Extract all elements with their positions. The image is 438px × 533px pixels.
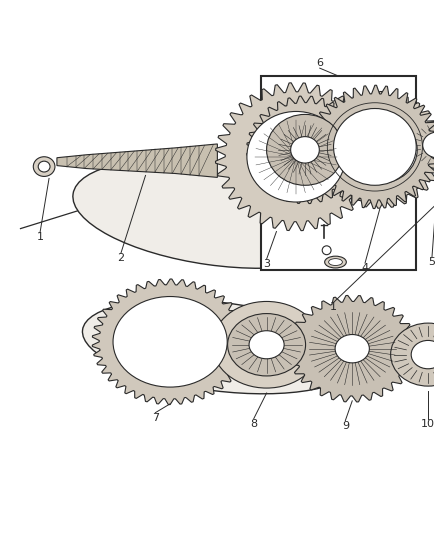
Ellipse shape — [249, 330, 284, 359]
Circle shape — [322, 246, 331, 255]
Ellipse shape — [113, 296, 227, 387]
Text: 8: 8 — [250, 418, 258, 429]
Polygon shape — [416, 136, 438, 164]
Text: 1: 1 — [330, 302, 337, 312]
Ellipse shape — [411, 341, 438, 369]
Bar — [261, 76, 416, 270]
Text: 7: 7 — [152, 413, 159, 423]
Ellipse shape — [328, 259, 343, 265]
Polygon shape — [288, 295, 417, 402]
Text: 6: 6 — [316, 58, 323, 68]
Text: 4: 4 — [361, 263, 369, 273]
Text: 1: 1 — [37, 231, 44, 241]
Ellipse shape — [212, 302, 321, 388]
Ellipse shape — [33, 157, 55, 176]
Polygon shape — [57, 144, 217, 177]
Text: 5: 5 — [428, 257, 435, 267]
Ellipse shape — [291, 136, 319, 163]
Ellipse shape — [335, 335, 369, 363]
Polygon shape — [215, 83, 377, 231]
Text: 9: 9 — [342, 421, 349, 431]
Text: 3: 3 — [263, 259, 270, 269]
Text: 2: 2 — [117, 253, 124, 263]
Ellipse shape — [325, 256, 346, 268]
Ellipse shape — [267, 115, 343, 185]
Ellipse shape — [343, 116, 417, 183]
Ellipse shape — [423, 132, 438, 158]
Ellipse shape — [38, 161, 50, 172]
Ellipse shape — [391, 323, 438, 386]
Ellipse shape — [333, 109, 416, 185]
Ellipse shape — [410, 122, 438, 168]
Ellipse shape — [247, 111, 345, 202]
Polygon shape — [309, 85, 438, 208]
Ellipse shape — [82, 300, 356, 394]
Polygon shape — [92, 279, 248, 405]
Ellipse shape — [228, 313, 306, 376]
Polygon shape — [247, 96, 363, 204]
Text: 10: 10 — [421, 418, 435, 429]
Ellipse shape — [73, 159, 356, 268]
Polygon shape — [315, 92, 438, 208]
